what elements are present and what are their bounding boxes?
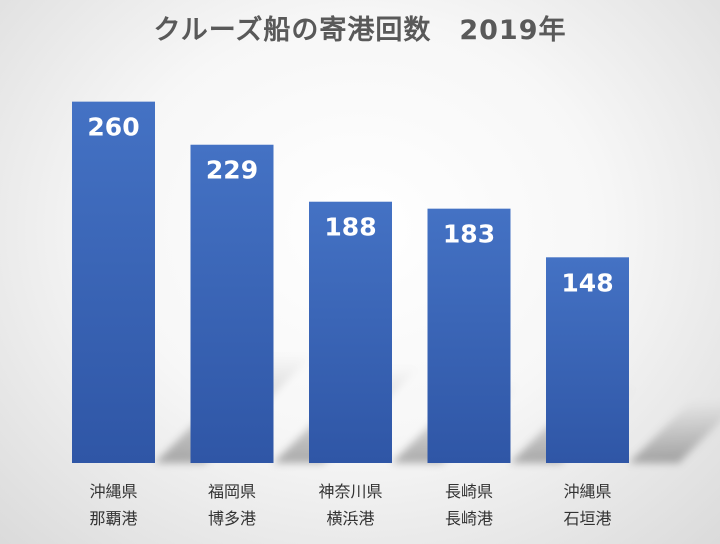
bar-value-label: 229 [206, 156, 258, 185]
bar [309, 201, 392, 464]
category-label-prefecture: 福岡県 [208, 482, 256, 501]
category-label-prefecture: 神奈川県 [318, 482, 382, 501]
category-label-port: 那覇港 [89, 509, 137, 528]
bars [72, 101, 629, 464]
bar [190, 144, 274, 463]
bar-value-label: 183 [443, 220, 495, 249]
bar [546, 257, 629, 463]
category-label-prefecture: 長崎県 [445, 482, 493, 501]
bar [72, 101, 155, 463]
category-label-prefecture: 沖縄県 [563, 482, 611, 501]
bar-value-label: 188 [324, 213, 376, 242]
category-label-port: 横浜港 [326, 509, 374, 528]
category-label-port: 長崎港 [445, 509, 493, 528]
category-label-prefecture: 沖縄県 [89, 482, 137, 501]
category-label-port: 石垣港 [563, 509, 611, 528]
category-label-port: 博多港 [208, 509, 256, 528]
bar [427, 208, 511, 463]
bar-value-label: 260 [87, 113, 139, 142]
chart-title: クルーズ船の寄港回数 2019年 [153, 15, 567, 46]
bar-shadow [629, 400, 720, 463]
bar-value-label: 148 [561, 268, 613, 297]
value-labels: 260 229 188 183 148 [87, 113, 613, 298]
